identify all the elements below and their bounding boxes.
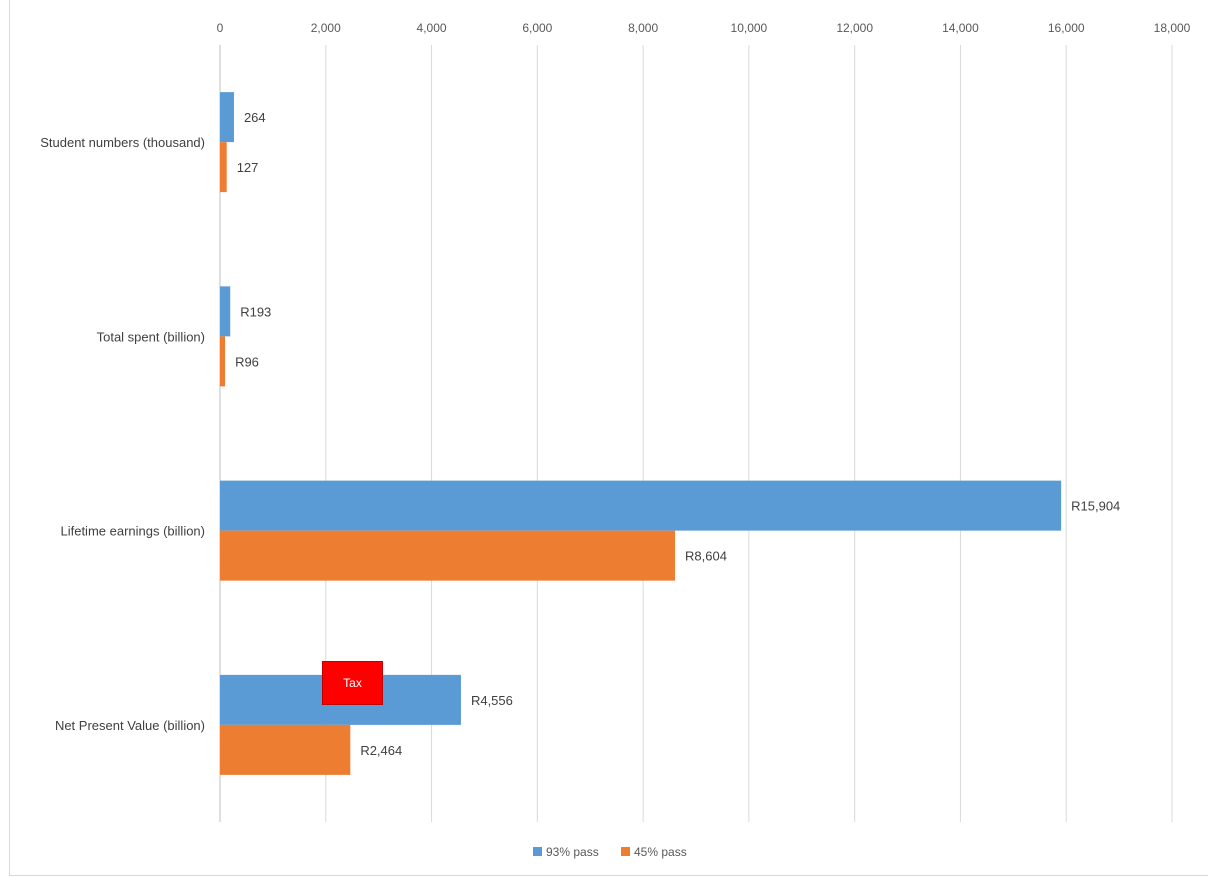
- data-label: R4,556: [471, 693, 513, 708]
- category-label: Net Present Value (billion): [55, 718, 205, 733]
- bar-series-2: [220, 530, 676, 581]
- data-labels: 264 127 R193 R96 R15,904 R8,604 R4,556 R2,464: [235, 110, 1120, 758]
- gridlines: [219, 45, 1173, 822]
- data-label: 264: [244, 110, 266, 125]
- x-tick-label: 6,000: [522, 21, 552, 35]
- bar-series-2: [220, 336, 226, 387]
- data-label: R8,604: [685, 549, 727, 564]
- legend: 93% pass 45% pass: [533, 845, 687, 859]
- x-tick-label: 0: [217, 21, 224, 35]
- data-label: R2,464: [360, 743, 402, 758]
- bars: [220, 92, 1062, 775]
- x-tick-label: 8,000: [628, 21, 658, 35]
- chart-frame: [9, 0, 1208, 876]
- data-label: R193: [240, 304, 271, 319]
- bar-series-1: [220, 480, 1062, 531]
- x-tick-label: 14,000: [942, 21, 979, 35]
- legend-swatch: [533, 847, 542, 856]
- legend-swatch: [621, 847, 630, 856]
- x-tick-label: 10,000: [731, 21, 768, 35]
- tax-annotation-label: Tax: [343, 676, 362, 690]
- category-labels: Student numbers (thousand) Total spent (b…: [40, 135, 205, 733]
- data-label: 127: [237, 160, 259, 175]
- bar-series-2: [220, 724, 351, 775]
- category-label: Lifetime earnings (billion): [60, 524, 205, 539]
- x-tick-label: 18,000: [1154, 21, 1191, 35]
- bar-series-2: [220, 142, 227, 193]
- data-label: R15,904: [1071, 499, 1120, 514]
- legend-label: 45% pass: [634, 845, 687, 859]
- x-tick-label: 12,000: [836, 21, 873, 35]
- tax-annotation-box: Tax: [322, 661, 383, 705]
- data-label: R96: [235, 354, 259, 369]
- bar-series-1: [220, 92, 234, 143]
- category-label: Student numbers (thousand): [40, 135, 205, 150]
- x-axis-ticks: 0 2,000 4,000 6,000 8,000 10,000 12,000 14,000 1…: [217, 21, 1191, 35]
- x-tick-label: 2,000: [311, 21, 341, 35]
- x-tick-label: 16,000: [1048, 21, 1085, 35]
- bar-series-1: [220, 286, 231, 337]
- legend-label: 93% pass: [546, 845, 599, 859]
- x-tick-label: 4,000: [417, 21, 447, 35]
- category-label: Total spent (billion): [97, 329, 205, 344]
